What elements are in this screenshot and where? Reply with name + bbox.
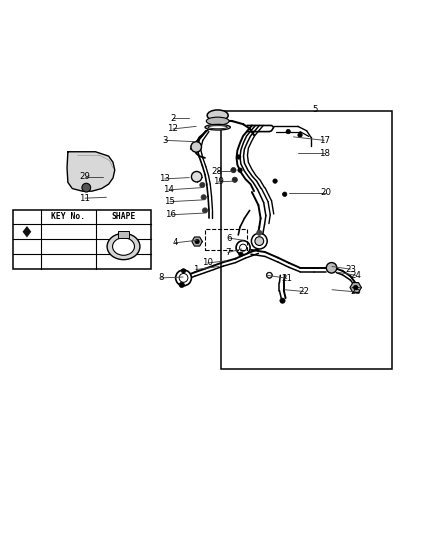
Text: 25: 25	[350, 287, 361, 296]
Circle shape	[176, 270, 191, 286]
Text: 7: 7	[225, 248, 230, 257]
Ellipse shape	[206, 117, 229, 125]
Circle shape	[255, 237, 264, 246]
Text: 20: 20	[321, 189, 332, 197]
Circle shape	[201, 195, 206, 200]
Text: 12: 12	[167, 125, 179, 133]
Circle shape	[237, 155, 241, 159]
Text: SHAPE: SHAPE	[111, 213, 136, 221]
Text: 2: 2	[170, 114, 176, 123]
Polygon shape	[350, 282, 361, 293]
Circle shape	[353, 285, 358, 290]
Text: 5: 5	[313, 105, 318, 114]
Circle shape	[231, 167, 236, 173]
Bar	[13, 209, 151, 269]
Circle shape	[191, 172, 202, 182]
Circle shape	[191, 142, 201, 152]
Ellipse shape	[113, 238, 134, 255]
Text: 16: 16	[165, 211, 177, 219]
Text: 23: 23	[345, 264, 356, 273]
Circle shape	[200, 182, 205, 188]
Circle shape	[266, 272, 272, 278]
Text: 28: 28	[211, 166, 223, 175]
Circle shape	[239, 252, 243, 256]
Circle shape	[236, 241, 250, 255]
Circle shape	[179, 282, 184, 287]
Circle shape	[195, 239, 199, 244]
Circle shape	[238, 168, 242, 172]
Text: 17: 17	[318, 136, 330, 145]
Text: 8: 8	[159, 273, 164, 282]
Text: 15: 15	[164, 197, 176, 206]
Text: 11: 11	[79, 193, 91, 203]
Text: 21: 21	[281, 274, 293, 283]
Text: KEY No.: KEY No.	[51, 213, 85, 221]
Circle shape	[251, 233, 267, 249]
Circle shape	[280, 298, 285, 303]
Ellipse shape	[207, 110, 228, 121]
Text: 4: 4	[173, 238, 178, 247]
Text: 14: 14	[163, 185, 174, 195]
Ellipse shape	[107, 233, 140, 260]
Circle shape	[268, 273, 271, 277]
Circle shape	[257, 230, 262, 236]
Text: 24: 24	[350, 271, 361, 280]
Ellipse shape	[208, 126, 227, 129]
Text: 19: 19	[213, 177, 223, 187]
Polygon shape	[23, 226, 32, 237]
Bar	[118, 231, 129, 238]
Text: 13: 13	[159, 174, 170, 183]
Circle shape	[298, 133, 302, 138]
Circle shape	[181, 269, 186, 273]
Ellipse shape	[205, 124, 230, 130]
Circle shape	[286, 130, 290, 134]
Circle shape	[82, 183, 91, 192]
Text: 3: 3	[163, 136, 168, 145]
Text: 22: 22	[298, 287, 309, 296]
Bar	[221, 111, 392, 369]
Text: 1: 1	[193, 265, 198, 274]
Circle shape	[283, 192, 287, 197]
Circle shape	[326, 263, 337, 273]
Circle shape	[273, 179, 277, 183]
Text: 10: 10	[202, 259, 213, 268]
Text: 29: 29	[79, 172, 90, 181]
Text: 6: 6	[226, 233, 231, 243]
Circle shape	[202, 208, 208, 213]
Bar	[205, 229, 247, 250]
Polygon shape	[67, 152, 115, 191]
Polygon shape	[192, 237, 202, 246]
Circle shape	[232, 177, 237, 182]
Text: 18: 18	[318, 149, 330, 158]
